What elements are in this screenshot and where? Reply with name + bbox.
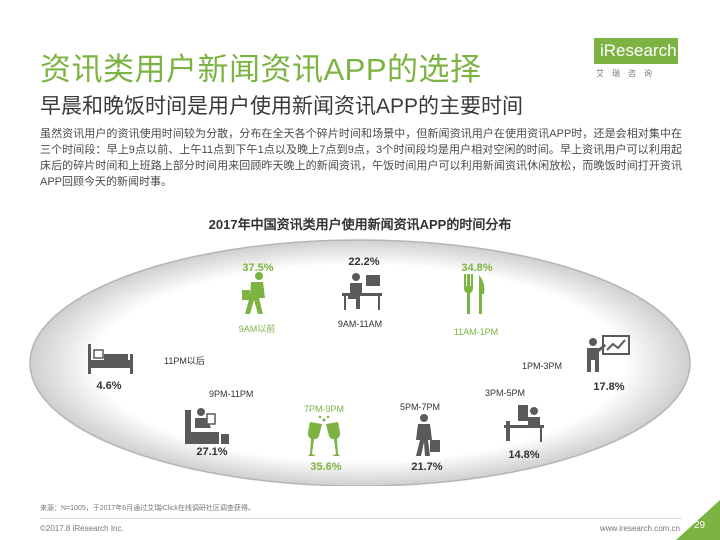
value-label: 37.5% (242, 262, 273, 274)
time-label: 1PM-3PM (522, 361, 562, 371)
desk-worker-icon (504, 405, 544, 442)
page-number: 29 (694, 520, 706, 531)
time-label: 3PM-5PM (485, 388, 525, 398)
office-desk-icon (342, 273, 382, 310)
time-label: 9AM以前 (239, 323, 276, 334)
value-label: 34.8% (461, 262, 492, 274)
iresearch-logo: iResearch 艾瑞咨询 (594, 38, 678, 84)
body-paragraph: 虽然资讯用户的资讯使用时间较为分散，分布在全天各个碎片时间和场景中，但新闻资讯用… (40, 128, 682, 188)
copyright: ©2017.8 iResearch Inc. (40, 524, 124, 533)
value-label: 22.2% (348, 256, 379, 268)
source-note: 来源：N=1005，于2017年6月通过艾瑞iClick在线调研社区调查获得。 (40, 505, 255, 512)
value-label: 17.8% (593, 381, 624, 393)
fork-knife-icon (464, 274, 485, 314)
presentation-icon (587, 335, 630, 372)
page-subtitle: 早晨和晚饭时间是用户使用新闻资讯APP的主要时间 (40, 95, 524, 118)
value-label: 21.7% (411, 461, 442, 473)
time-label: 9AM-11AM (338, 319, 382, 329)
commuter-icon (416, 414, 440, 456)
time-label: 7PM-9PM (304, 404, 344, 414)
time-label: 11AM-1PM (454, 327, 498, 337)
logo-main: iResearch (594, 38, 678, 64)
walking-person-icon (242, 272, 265, 314)
value-label: 35.6% (310, 461, 341, 473)
time-label: 11PM以后 (164, 356, 205, 366)
wine-glasses-icon (307, 415, 341, 456)
value-label: 14.8% (508, 449, 539, 461)
time-label: 5PM-7PM (400, 402, 440, 412)
footer-divider (40, 518, 682, 519)
value-label: 4.6% (96, 380, 121, 392)
value-label: 27.1% (196, 446, 227, 458)
website-url: www.iresearch.com.cn (599, 524, 680, 533)
logo-sub: 艾瑞咨询 (596, 69, 660, 78)
page-title: 资讯类用户新闻资讯APP的选择 (40, 52, 482, 87)
sofa-reading-icon (185, 408, 229, 444)
time-label: 9PM-11PM (209, 389, 253, 399)
time-distribution-chart: 9AM以前 37.5% 9AM-11AM 22.2% 11AM-1PM 34.8% 1PM-… (29, 239, 691, 486)
bed-icon (88, 344, 133, 374)
chart-title: 2017年中国资讯类用户使用新闻资讯APP的时间分布 (208, 217, 512, 232)
